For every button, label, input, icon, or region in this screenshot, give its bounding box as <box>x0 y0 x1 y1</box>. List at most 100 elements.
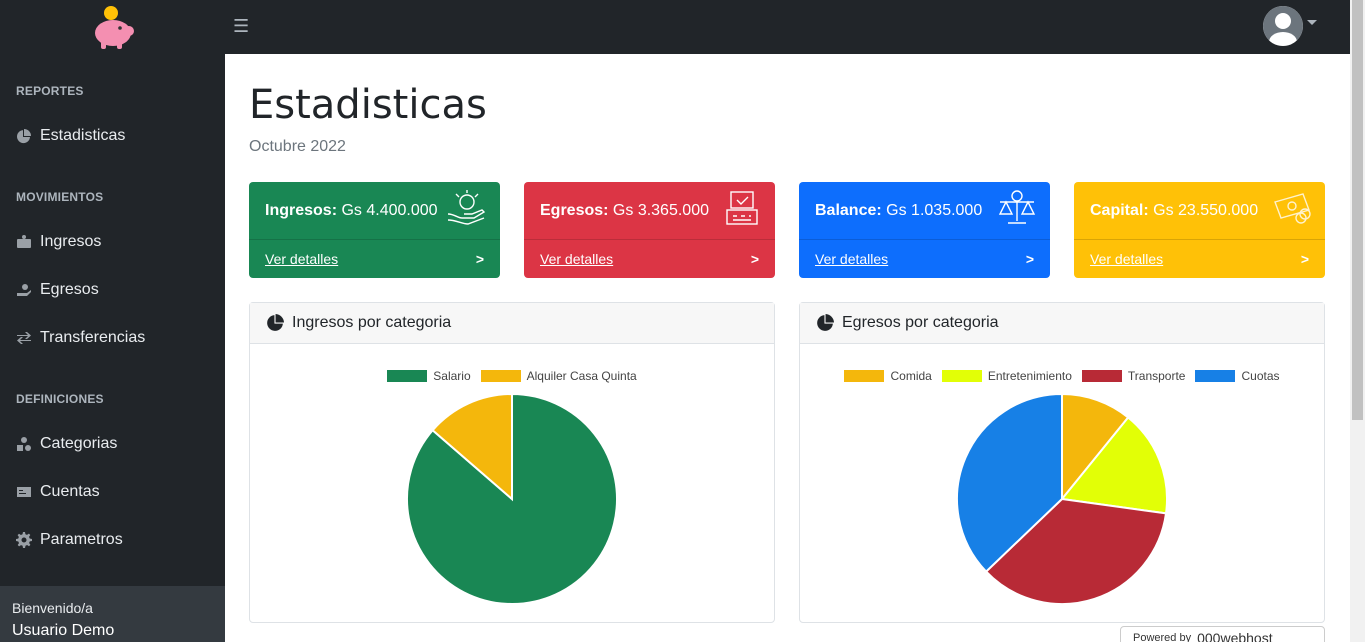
legend-label: Transporte <box>1127 369 1186 383</box>
sidebar-item-label: Cuentas <box>40 483 100 500</box>
sidebar-item-transferencias[interactable]: Transferencias <box>16 329 145 347</box>
powered-by-badge[interactable]: Powered by 000webhost <box>1120 626 1325 642</box>
sidebar-item-label: Categorias <box>40 435 118 452</box>
legend-swatch <box>941 370 982 382</box>
gear-icon <box>16 532 32 548</box>
sidebar-item-categorias[interactable]: Categorias <box>16 435 117 453</box>
card-value: Gs 1.035.000 <box>886 202 983 219</box>
legend-label: Comida <box>890 369 932 383</box>
chevron-down-icon[interactable] <box>1307 20 1317 25</box>
card-label: Egresos: <box>540 202 609 219</box>
legend-entry[interactable]: Cuotas <box>1195 369 1280 383</box>
card-value: Gs 23.550.000 <box>1153 202 1259 219</box>
legend-swatch <box>844 370 885 382</box>
piggy-bank-icon <box>94 6 134 49</box>
sidebar-item-cuentas[interactable]: Cuentas <box>16 483 100 501</box>
ver-detalles-link[interactable]: Ver detalles <box>540 251 614 267</box>
powered-brand: 000webhost <box>1197 630 1273 642</box>
card-header: Balance: Gs 1.035.000 <box>799 182 1050 239</box>
pie-slice-comida[interactable] <box>1061 392 1130 502</box>
card-value: Gs 3.365.000 <box>612 202 709 219</box>
greeting: Bienvenido/a <box>12 600 93 616</box>
chart-legend: Comida Entretenimiento Transporte Cuotas <box>800 369 1324 383</box>
card-label: Ingresos: <box>265 202 338 219</box>
panel-header: Ingresos por categoria <box>250 303 774 344</box>
card-egresos: Egresos: Gs 3.365.000 Ver detalles > <box>524 182 775 278</box>
panel-egresos-chart: Egresos por categoria Comida Entretenimie… <box>799 302 1325 623</box>
sidebar-item-label: Transferencias <box>40 329 146 346</box>
legend-entry[interactable]: Comida <box>844 369 932 383</box>
pie-slice-cuotas[interactable] <box>956 392 1063 573</box>
sidebar-footer: Bienvenido/a Usuario Demo <box>0 586 225 642</box>
topbar: ☰ <box>225 0 1350 54</box>
legend-entry[interactable]: Transporte <box>1081 369 1186 383</box>
pie-slice-entretenimiento[interactable] <box>1060 416 1168 515</box>
ver-detalles-link[interactable]: Ver detalles <box>1090 251 1164 267</box>
page-title: Estadisticas <box>249 82 487 128</box>
chevron-right-icon[interactable]: > <box>750 251 759 267</box>
panel-header: Egresos por categoria <box>800 303 1324 344</box>
pie-slice-transporte[interactable] <box>984 497 1168 605</box>
user-name: Usuario Demo <box>12 622 115 639</box>
legend-swatch <box>480 370 521 382</box>
sidebar-item-label: Parametros <box>40 531 123 548</box>
menu-toggle-icon[interactable]: ☰ <box>233 16 250 36</box>
card-label: Capital: <box>1090 202 1149 219</box>
legend-entry[interactable]: Salario <box>387 369 471 383</box>
chevron-right-icon[interactable]: > <box>475 251 484 267</box>
sidebar-item-ingresos[interactable]: Ingresos <box>16 233 101 251</box>
card-footer: Ver detalles > <box>1074 239 1325 278</box>
shapes-icon <box>17 437 31 451</box>
card-label: Balance: <box>815 202 882 219</box>
panel-ingresos-chart: Ingresos por categoria Salario Alquiler C… <box>249 302 775 623</box>
card-icon <box>17 487 31 497</box>
card-header: Egresos: Gs 3.365.000 <box>524 182 775 239</box>
user-icon <box>1263 6 1303 46</box>
pie-chart-icon <box>267 314 284 331</box>
card-header: Capital: Gs 23.550.000 <box>1074 182 1325 239</box>
legend-swatch <box>387 370 428 382</box>
legend-entry[interactable]: Entretenimiento <box>941 369 1072 383</box>
main-content: Estadisticas Octubre 2022 Ingresos: Gs 4… <box>225 54 1350 642</box>
sidebar-item-estadisticas[interactable]: Estadisticas <box>16 127 125 145</box>
chevron-right-icon[interactable]: > <box>1025 251 1034 267</box>
sidebar-item-label: Estadisticas <box>40 127 126 144</box>
pie-chart-icon <box>817 314 834 331</box>
card-header: Ingresos: Gs 4.400.000 <box>249 182 500 239</box>
user-avatar[interactable] <box>1263 6 1303 46</box>
section-heading-reportes: REPORTES <box>16 84 84 98</box>
brand[interactable] <box>0 0 225 54</box>
chart-legend: Salario Alquiler Casa Quinta <box>250 369 774 383</box>
pie-slice-alquiler-casa-quinta[interactable] <box>431 392 513 502</box>
section-heading-movimientos: MOVIMIENTOS <box>16 190 104 204</box>
page-subtitle: Octubre 2022 <box>249 138 346 155</box>
panel-title: Ingresos por categoria <box>292 314 452 331</box>
card-balance: Balance: Gs 1.035.000 Ver detalles > <box>799 182 1050 278</box>
card-footer: Ver detalles > <box>524 239 775 278</box>
legend-entry[interactable]: Alquiler Casa Quinta <box>480 369 637 383</box>
sidebar-item-parametros[interactable]: Parametros <box>16 531 123 549</box>
ver-detalles-link[interactable]: Ver detalles <box>815 251 889 267</box>
sidebar-item-label: Egresos <box>40 281 99 298</box>
chevron-right-icon[interactable]: > <box>1300 251 1309 267</box>
sidebar-item-label: Ingresos <box>40 233 102 250</box>
exchange-icon <box>17 332 31 344</box>
panel-title: Egresos por categoria <box>842 314 999 331</box>
scrollbar-thumb[interactable] <box>1352 0 1363 420</box>
legend-label: Salario <box>433 369 471 383</box>
scrollbar[interactable] <box>1350 0 1365 642</box>
ver-detalles-link[interactable]: Ver detalles <box>265 251 339 267</box>
legend-label: Cuotas <box>1241 369 1280 383</box>
pie-icon <box>17 129 31 144</box>
legend-label: Entretenimiento <box>987 369 1072 383</box>
powered-prefix: Powered by <box>1133 632 1192 642</box>
hand-icon <box>17 284 31 296</box>
legend-label: Alquiler Casa Quinta <box>526 369 637 383</box>
scale-icon <box>998 190 1036 224</box>
cash-register-icon <box>726 191 758 225</box>
section-heading-definiciones: DEFINICIONES <box>16 392 104 406</box>
pie-chart <box>956 392 1168 605</box>
money-icon <box>17 235 31 248</box>
card-ingresos: Ingresos: Gs 4.400.000 Ver detalles > <box>249 182 500 278</box>
sidebar-item-egresos[interactable]: Egresos <box>16 281 99 299</box>
